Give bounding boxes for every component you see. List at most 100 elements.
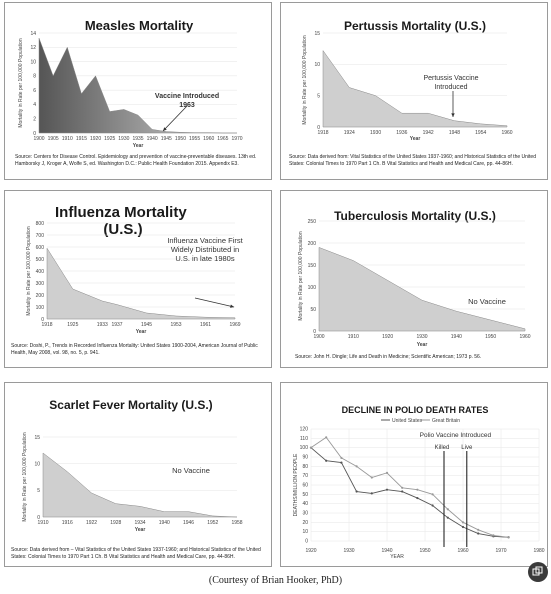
measles-y-tick: 10	[30, 59, 36, 65]
share-button[interactable]	[528, 562, 548, 582]
influenza-annotation: Influenza Vaccine First	[167, 236, 243, 245]
measles-y-tick: 4	[33, 102, 36, 108]
measles-annotation: Vaccine Introduced	[155, 93, 219, 100]
polio-data-point	[370, 492, 373, 495]
measles-x-tick: 1950	[175, 136, 186, 142]
tuberculosis-y-axis-label: Mortality in Rate per 100,000 Population	[298, 231, 304, 320]
measles-y-tick: 14	[30, 31, 36, 37]
influenza-x-tick: 1953	[170, 322, 181, 328]
measles-x-tick: 1920	[90, 136, 101, 142]
polio-data-point	[355, 490, 358, 493]
measles-source: Source: Centers for Disease Control. Epi…	[15, 154, 257, 167]
polio-x-tick: 1970	[495, 548, 506, 554]
polio-data-point	[492, 534, 495, 537]
measles-y-tick: 8	[33, 74, 36, 80]
influenza-x-tick: 1961	[200, 322, 211, 328]
polio-y-tick: 80	[302, 464, 308, 470]
measles-x-tick: 1930	[118, 136, 129, 142]
pertussis-x-tick: 1954	[475, 130, 486, 136]
polio-y-tick: 90	[302, 455, 308, 461]
influenza-y-tick: 0	[41, 317, 44, 323]
scarlet-x-tick: 1952	[207, 520, 218, 526]
pertussis-annotation: Introduced	[434, 84, 467, 91]
polio-data-point	[385, 471, 389, 474]
polio-data-point	[309, 446, 313, 449]
polio-y-tick: 70	[302, 473, 308, 479]
scarlet-x-tick: 1946	[183, 520, 194, 526]
pertussis-x-tick: 1924	[344, 130, 355, 136]
polio-y-tick: 60	[302, 483, 308, 489]
measles-x-tick: 1960	[203, 136, 214, 142]
polio-data-point	[446, 508, 449, 511]
pertussis-y-axis-label: Mortality in Rate per 100,000 Population	[302, 35, 308, 124]
tuberculosis-x-tick: 1950	[485, 334, 496, 340]
influenza-area	[46, 247, 236, 320]
measles-y-tick: 6	[33, 88, 36, 94]
measles-y-tick: 2	[33, 117, 36, 123]
tuberculosis-x-tick: 1920	[382, 334, 393, 340]
scarlet-x-tick: 1922	[86, 520, 97, 526]
polio-y-tick: 0	[305, 539, 308, 545]
scarlet-fever-chart-panel: Scarlet Fever Mortality (U.S.) 0 5 10 15 1910…	[4, 382, 272, 567]
influenza-x-tick: 1969	[229, 322, 240, 328]
polio-chart: DECLINE IN POLIO DEATH RATES United State…	[293, 405, 545, 560]
measles-x-tick: 1955	[189, 136, 200, 142]
pertussis-x-tick: 1918	[317, 130, 328, 136]
tuberculosis-y-tick: 250	[308, 219, 317, 225]
image-credit: (Courtesy of Brian Hooker, PhD)	[208, 575, 343, 586]
pertussis-x-tick: 1936	[396, 130, 407, 136]
polio-data-point	[370, 476, 373, 479]
influenza-y-tick: 100	[36, 305, 45, 311]
polio-data-point	[385, 488, 389, 491]
scarlet-x-tick: 1928	[110, 520, 121, 526]
tuberculosis-x-tick: 1910	[348, 334, 359, 340]
tuberculosis-x-tick: 1930	[416, 334, 427, 340]
measles-x-tick: 1910	[62, 136, 73, 142]
polio-data-point	[477, 532, 480, 535]
influenza-x-tick: 1945	[141, 322, 152, 328]
tuberculosis-y-tick: 150	[308, 263, 317, 269]
tuberculosis-source: Source: John H. Dingle; Life and Death i…	[295, 354, 482, 360]
polio-legend-label: United States	[392, 418, 423, 424]
polio-data-point	[340, 461, 343, 464]
polio-data-point	[431, 493, 434, 496]
measles-x-axis-label: Year	[133, 143, 144, 149]
influenza-annotation-arrow	[194, 297, 235, 308]
tuberculosis-annotation: No Vaccine	[468, 297, 506, 306]
scarlet-fever-chart: Scarlet Fever Mortality (U.S.) 0 5 10 15 1910…	[22, 398, 243, 533]
measles-x-tick: 1905	[48, 136, 59, 142]
pertussis-chart-panel: Pertussis Mortality (U.S.) 0 5 10 15 1918 1924…	[280, 2, 548, 180]
pertussis-chart: Pertussis Mortality (U.S.) 0 5 10 15 1918 1924…	[302, 19, 513, 142]
scarlet-y-tick: 0	[37, 515, 40, 521]
scarlet-x-axis-label: Year	[135, 527, 146, 533]
pertussis-title: Pertussis Mortality (U.S.)	[344, 19, 486, 33]
polio-y-tick: 20	[302, 520, 308, 526]
influenza-y-axis-label: Mortality in Rate per 100,000 Population	[26, 226, 32, 315]
polio-data-point	[401, 490, 404, 493]
pertussis-x-tick: 1948	[449, 130, 460, 136]
measles-x-tick: 1970	[231, 136, 242, 142]
tuberculosis-y-tick: 0	[313, 329, 316, 335]
scarlet-x-tick: 1934	[134, 520, 145, 526]
tuberculosis-y-tick: 50	[310, 307, 316, 313]
polio-x-tick: 1980	[533, 548, 544, 554]
measles-y-axis-label: Mortality in Rate per 100,000 Population	[18, 38, 24, 127]
influenza-annotation: Widely Distributed in	[171, 245, 239, 254]
polio-data-point	[461, 525, 465, 529]
measles-x-tick: 1900	[33, 136, 44, 142]
influenza-x-tick: 1937	[111, 322, 122, 328]
polio-data-point	[325, 459, 328, 462]
polio-y-axis-label: DEATHS/MILLION PEOPLE	[293, 453, 299, 516]
share-icon	[532, 566, 543, 576]
tuberculosis-x-axis-label: Year	[417, 342, 428, 348]
influenza-y-tick: 500	[36, 257, 45, 263]
polio-annotation: Polio Vaccine Introduced	[420, 432, 492, 439]
polio-data-point	[477, 528, 480, 531]
polio-y-tick: 10	[302, 529, 308, 535]
polio-data-point	[507, 536, 510, 539]
influenza-y-tick: 400	[36, 269, 45, 275]
scarlet-annotation: No Vaccine	[172, 466, 210, 475]
influenza-arrow-head	[230, 304, 234, 308]
measles-title: Measles Mortality	[85, 18, 194, 33]
pertussis-arrow-head	[451, 113, 455, 117]
